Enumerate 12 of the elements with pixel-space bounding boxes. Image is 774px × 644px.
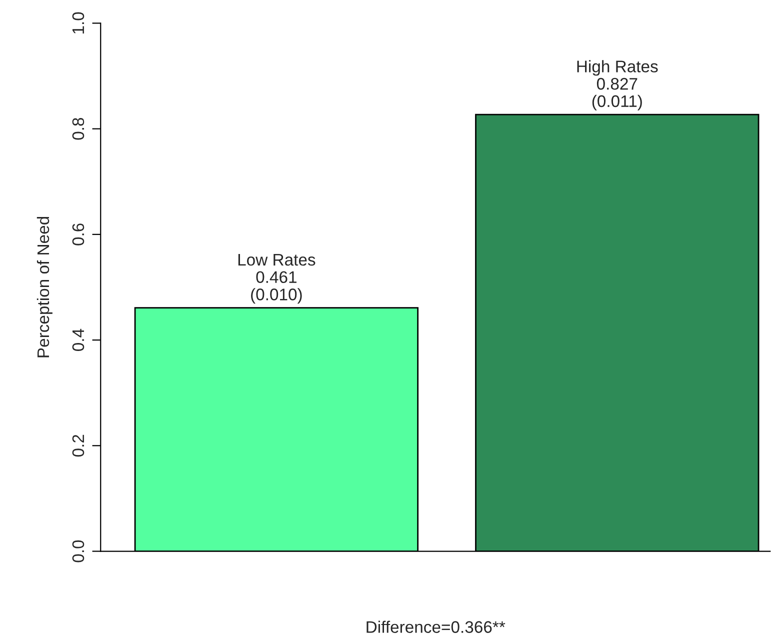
- x-axis-title: Difference=0.366**: [366, 620, 506, 633]
- x-tick-label: Low Rates: [238, 254, 316, 266]
- data-label: 0.827 (0.011): [592, 78, 642, 110]
- y-tick-label: 0.8: [72, 118, 84, 140]
- x-tick-label: High Rates: [577, 60, 658, 76]
- y-tick-label: 0.2: [72, 434, 84, 457]
- data-label: 0.461 (0.010): [251, 271, 302, 304]
- y-tick-label: 0.0: [72, 540, 84, 562]
- y-axis-title: Perception of Need: [36, 216, 52, 358]
- y-tick-label: 0.4: [72, 328, 84, 351]
- y-tick-label: 0.6: [72, 224, 84, 246]
- y-tick-label: 1.0: [72, 12, 84, 34]
